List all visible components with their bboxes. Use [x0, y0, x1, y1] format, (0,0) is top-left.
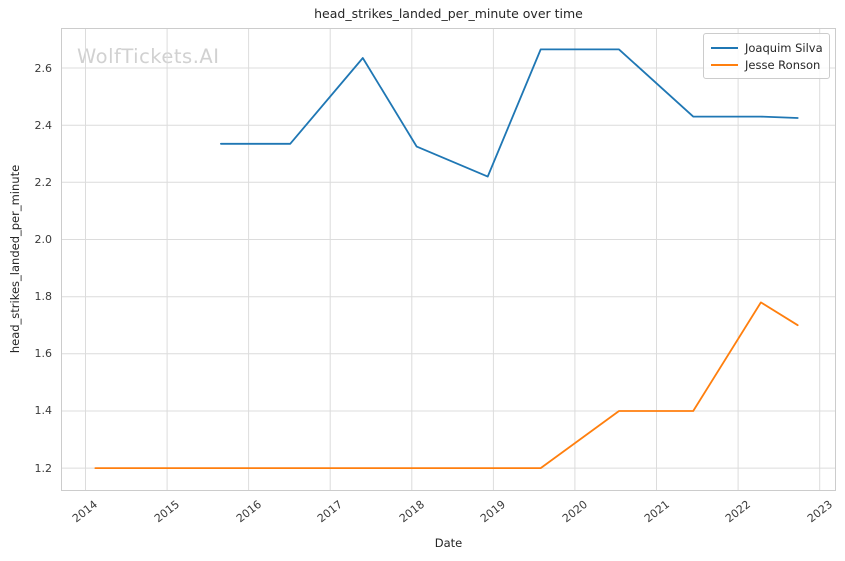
x-tick-label: 2022: [723, 497, 754, 526]
y-tick-label: 1.6: [34, 347, 53, 361]
x-tick-label: 2021: [641, 497, 672, 526]
y-tick-label: 2.0: [34, 232, 53, 246]
legend-item: Jesse Ronson: [711, 56, 821, 73]
x-tick-label: 2020: [559, 497, 590, 526]
x-tick-label: 2018: [396, 497, 427, 526]
x-tick-label: 2014: [70, 497, 101, 526]
x-tick-label: 2017: [315, 497, 346, 526]
chart-title: head_strikes_landed_per_minute over time: [314, 6, 583, 21]
legend-label: Jesse Ronson: [745, 57, 821, 72]
legend-item: Joaquim Silva: [711, 39, 823, 56]
legend-label: Joaquim Silva: [745, 40, 823, 55]
watermark: WolfTickets.AI: [77, 45, 220, 68]
plot-border: [61, 28, 836, 491]
x-tick-label: 2019: [478, 497, 509, 526]
x-tick-label: 2023: [804, 497, 835, 526]
plot-area: [61, 28, 836, 491]
y-tick-label: 2.6: [34, 61, 53, 75]
x-axis-label: Date: [434, 536, 463, 550]
series-line: [94, 301, 799, 470]
x-tick-label: 2015: [152, 497, 183, 526]
y-tick-label: 1.8: [34, 290, 53, 304]
x-tick-label: 2016: [233, 497, 264, 526]
y-tick-label: 2.4: [34, 118, 53, 132]
y-tick-label: 2.2: [34, 175, 53, 189]
y-tick-label: 1.2: [34, 461, 53, 475]
legend-line-swatch-blue: [711, 46, 738, 49]
legend-line-swatch-orange: [711, 63, 738, 66]
legend: Joaquim Silva Jesse Ronson: [703, 33, 830, 79]
series-line: [219, 48, 799, 178]
y-tick-label: 1.4: [34, 404, 53, 418]
y-axis-label: head_strikes_landed_per_minute: [8, 164, 22, 354]
